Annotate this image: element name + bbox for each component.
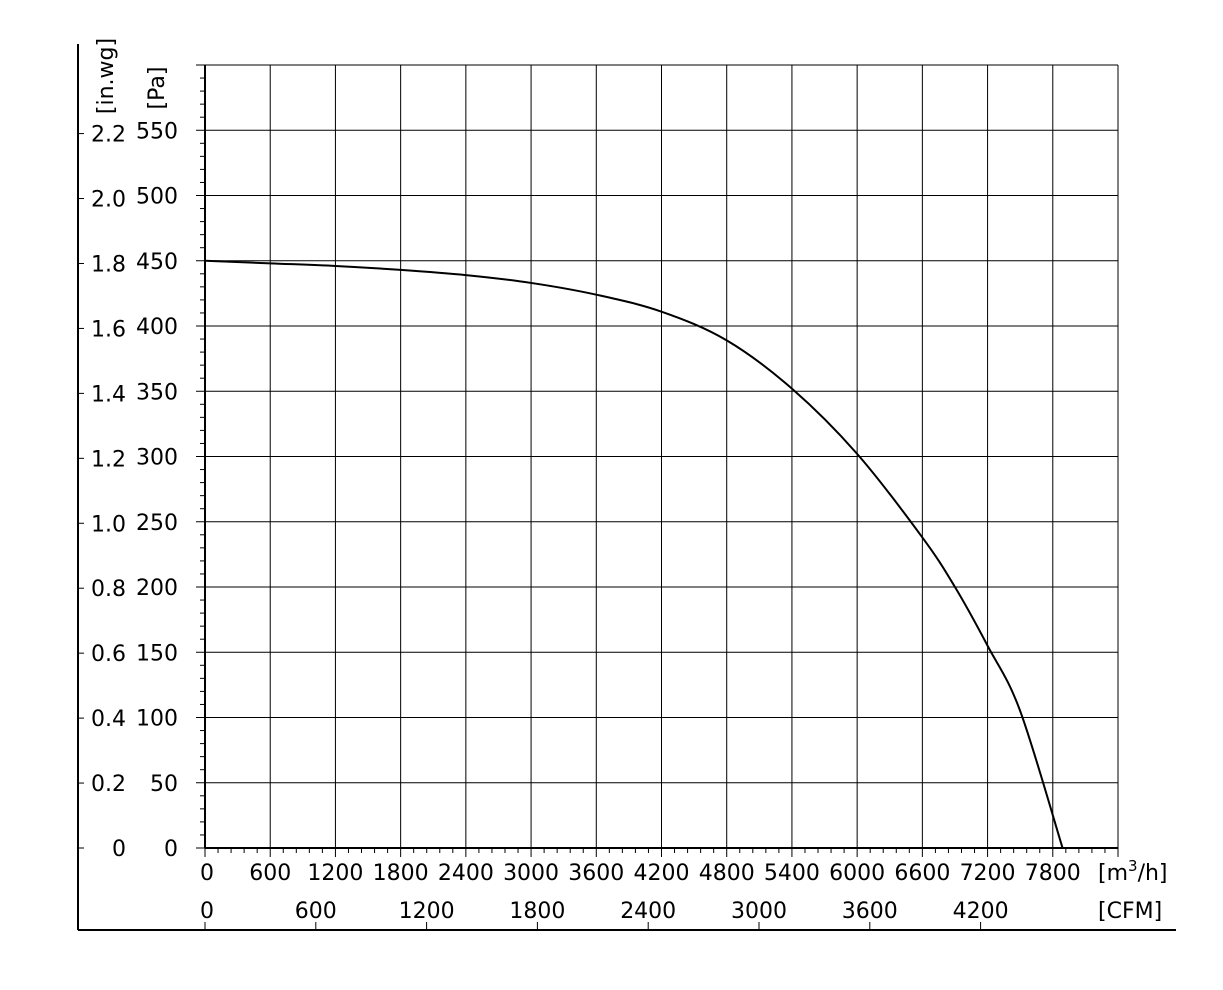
x-secondary-tick-label: 2400: [620, 899, 676, 924]
x-primary-tick-label: 2400: [438, 861, 494, 886]
y-secondary-tick-label: 0: [112, 837, 126, 862]
curves: [204, 259, 1064, 849]
x-primary-unit-tail: /h]: [1138, 861, 1168, 886]
x-secondary-tick-label: 3000: [731, 899, 787, 924]
y-secondary-tick-label: 1.4: [91, 382, 126, 407]
y-secondary-tick-label: 1.6: [91, 317, 126, 342]
x-secondary-tick-label: 600: [295, 899, 337, 924]
x-primary-tick-label: 6600: [894, 861, 950, 886]
pressure-flow-curve: [204, 259, 1064, 849]
y-secondary-tick-label: 1.8: [91, 252, 126, 277]
x-primary-tick-label: 3600: [568, 861, 624, 886]
y-primary-tick-label: 250: [136, 511, 178, 536]
y-primary-tick-label: 300: [136, 446, 178, 471]
axes: [77, 44, 1176, 931]
x-secondary-tick-label: 1200: [399, 899, 455, 924]
y-primary-tick-label: 50: [150, 772, 178, 797]
y-primary-tick-label: 550: [136, 119, 178, 144]
x-primary-tick-label: 5400: [764, 861, 820, 886]
y-secondary-tick-label: 0.6: [91, 642, 126, 667]
y-secondary-unit: [in.wg]: [94, 38, 119, 114]
x-primary-tick-label: 0: [200, 861, 214, 886]
y-primary-tick-label: 400: [136, 315, 178, 340]
x-primary-unit-sup: 3: [1128, 857, 1138, 875]
y-secondary-tick-label: 2.0: [91, 188, 126, 213]
y-secondary-tick-label: 1.0: [91, 512, 126, 537]
y-primary-tick-label: 150: [136, 641, 178, 666]
x-primary-tick-label: 6000: [829, 861, 885, 886]
x-secondary-tick-label: 4200: [953, 899, 1009, 924]
x-primary-tick-label: 7800: [1025, 861, 1081, 886]
grid: [205, 64, 1119, 848]
x-secondary-tick-label: 0: [200, 899, 214, 924]
x-secondary-tick-label: 3600: [842, 899, 898, 924]
y-secondary-tick-label: 2.2: [91, 123, 126, 148]
minor-ticks: [78, 64, 1119, 930]
tick-labels: 0 50 100 150 200 250 300 350 400 450 500 550 0 0.2 0.4…: [91, 119, 1081, 924]
y-primary-tick-label: 0: [164, 837, 178, 862]
y-primary-tick-label: 500: [136, 185, 178, 210]
y-secondary-tick-label: 0.2: [91, 772, 126, 797]
x-primary-tick-label: 1200: [307, 861, 363, 886]
y-primary-tick-label: 450: [136, 250, 178, 275]
x-primary-unit: [m3/h]: [1098, 857, 1168, 886]
y-primary-tick-label: 100: [136, 707, 178, 732]
x-primary-tick-label: 1800: [373, 861, 429, 886]
x-secondary-tick-label: 1800: [509, 899, 565, 924]
x-primary-tick-label: 600: [249, 861, 291, 886]
y-secondary-tick-label: 0.4: [91, 707, 126, 732]
y-primary-unit: [Pa]: [145, 67, 170, 110]
x-primary-tick-label: 4800: [699, 861, 755, 886]
x-primary-unit-base: [m: [1098, 861, 1128, 886]
y-primary-tick-label: 200: [136, 576, 178, 601]
y-secondary-tick-label: 1.2: [91, 447, 126, 472]
x-secondary-unit: [CFM]: [1098, 899, 1162, 924]
y-secondary-tick-label: 0.8: [91, 577, 126, 602]
x-primary-tick-label: 4200: [634, 861, 690, 886]
y-primary-tick-label: 350: [136, 380, 178, 405]
x-primary-tick-label: 3000: [503, 861, 559, 886]
x-primary-tick-label: 7200: [960, 861, 1016, 886]
